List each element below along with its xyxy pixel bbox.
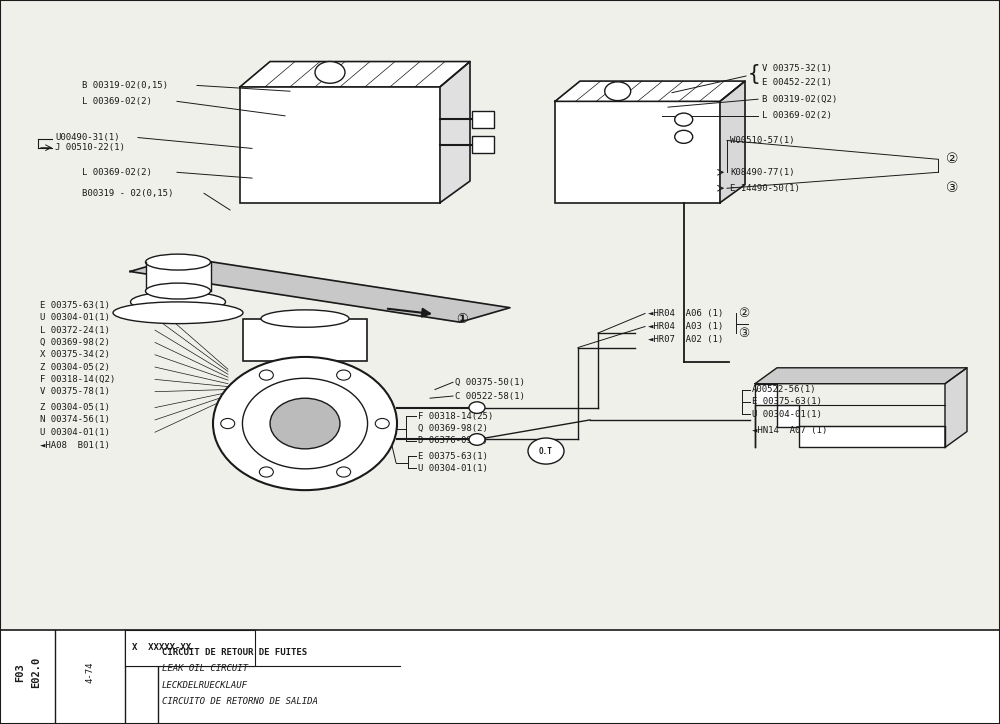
Polygon shape	[440, 62, 470, 203]
Text: ①: ①	[456, 312, 468, 327]
Text: N 00374-56(1): N 00374-56(1)	[40, 416, 110, 424]
Text: L 00369-02(2): L 00369-02(2)	[762, 111, 832, 120]
Bar	[472, 111, 494, 128]
Text: D 06376-09(1): D 06376-09(1)	[418, 437, 488, 445]
Text: V 00375-78(1): V 00375-78(1)	[40, 387, 110, 396]
Circle shape	[675, 130, 693, 143]
Text: ◄HR04  A03 (1): ◄HR04 A03 (1)	[648, 322, 723, 331]
Text: C 00522-58(1): C 00522-58(1)	[455, 392, 525, 400]
Ellipse shape	[146, 283, 210, 299]
Text: W00510-57(1): W00510-57(1)	[730, 136, 794, 145]
Text: U 00304-01(1): U 00304-01(1)	[40, 313, 110, 322]
Text: E 00375-63(1): E 00375-63(1)	[40, 301, 110, 310]
Text: L 00372-24(1): L 00372-24(1)	[40, 326, 110, 334]
Text: ◄HR07  A02 (1): ◄HR07 A02 (1)	[648, 335, 723, 344]
Text: B 00319-02(0,15): B 00319-02(0,15)	[82, 81, 168, 90]
Ellipse shape	[261, 310, 349, 327]
Text: LECKDELRUECKLAUF: LECKDELRUECKLAUF	[162, 681, 248, 690]
Circle shape	[213, 357, 397, 490]
Bar	[0, 630, 1000, 724]
Polygon shape	[945, 368, 967, 447]
Polygon shape	[755, 384, 945, 447]
Circle shape	[315, 62, 345, 83]
Circle shape	[675, 113, 693, 126]
Text: L 00369-02(2): L 00369-02(2)	[82, 97, 152, 106]
Bar	[146, 262, 210, 291]
Text: B 00319-02(Q2): B 00319-02(Q2)	[762, 95, 837, 104]
Text: K08490-77(1): K08490-77(1)	[730, 168, 794, 177]
Ellipse shape	[146, 254, 210, 270]
Text: V 00375-32(1): V 00375-32(1)	[762, 64, 832, 73]
Text: E02.0: E02.0	[31, 657, 41, 688]
Text: ②: ②	[738, 307, 749, 320]
Circle shape	[605, 82, 631, 101]
Bar	[472, 136, 494, 153]
Polygon shape	[240, 62, 470, 87]
Circle shape	[259, 467, 273, 477]
Text: E 00375-63(1): E 00375-63(1)	[752, 397, 822, 406]
Circle shape	[270, 398, 340, 449]
Text: Q 00375-50(1): Q 00375-50(1)	[455, 378, 525, 387]
Bar	[240, 87, 440, 203]
Text: CIRCUITO DE RETORNO DE SALIDA: CIRCUITO DE RETORNO DE SALIDA	[162, 697, 318, 707]
Text: LEAK OIL CIRCUIT: LEAK OIL CIRCUIT	[162, 665, 248, 673]
Text: CIRCUIT DE RETOUR DE FUITES: CIRCUIT DE RETOUR DE FUITES	[162, 648, 307, 657]
Text: B00319 - 02(0,15): B00319 - 02(0,15)	[82, 189, 173, 198]
Circle shape	[242, 378, 368, 469]
Text: U 00304-01(1): U 00304-01(1)	[418, 464, 488, 473]
Polygon shape	[555, 81, 745, 101]
Bar	[125, 630, 255, 665]
Text: ③: ③	[946, 181, 958, 195]
Text: F 00318-14(25): F 00318-14(25)	[418, 412, 493, 421]
Circle shape	[469, 402, 485, 413]
Circle shape	[469, 434, 485, 445]
Text: L 00369-02(2): L 00369-02(2)	[82, 168, 152, 177]
Text: U 00304-01(1): U 00304-01(1)	[752, 410, 822, 418]
Text: ②: ②	[946, 152, 958, 167]
Text: O.T: O.T	[539, 447, 553, 455]
Text: A00522-56(1): A00522-56(1)	[752, 385, 816, 394]
Text: ◄HR04  A06 (1): ◄HR04 A06 (1)	[648, 309, 723, 318]
Text: X  XXXXX-XX: X XXXXX-XX	[132, 643, 191, 652]
Text: J 00510-22(1): J 00510-22(1)	[55, 143, 125, 152]
Polygon shape	[130, 257, 510, 322]
Ellipse shape	[130, 292, 226, 312]
Polygon shape	[720, 81, 745, 203]
Text: U 00304-01(1): U 00304-01(1)	[40, 428, 110, 437]
Text: ◄HN14  A07 (1): ◄HN14 A07 (1)	[752, 426, 827, 435]
Text: Z 00304-05(1): Z 00304-05(1)	[40, 403, 110, 412]
Circle shape	[528, 438, 564, 464]
Polygon shape	[755, 368, 967, 384]
Circle shape	[337, 467, 351, 477]
Text: E 14490-50(1): E 14490-50(1)	[730, 184, 800, 193]
Text: F 00318-14(Q2): F 00318-14(Q2)	[40, 375, 115, 384]
Circle shape	[259, 370, 273, 380]
Circle shape	[337, 370, 351, 380]
Circle shape	[375, 418, 389, 429]
Bar	[243, 319, 367, 361]
Text: F03: F03	[15, 663, 25, 681]
Text: U00490-31(1): U00490-31(1)	[55, 133, 120, 142]
Ellipse shape	[113, 302, 243, 324]
Text: X 00375-34(2): X 00375-34(2)	[40, 350, 110, 359]
Text: Q 00369-98(2): Q 00369-98(2)	[40, 338, 110, 347]
Text: E 00452-22(1): E 00452-22(1)	[762, 78, 832, 87]
Text: 4-74: 4-74	[86, 662, 94, 683]
Text: {: {	[748, 64, 761, 84]
Text: Z 00304-05(2): Z 00304-05(2)	[40, 363, 110, 371]
Bar	[555, 101, 720, 203]
Text: E 00375-63(1): E 00375-63(1)	[418, 452, 488, 460]
Text: Q 00369-98(2): Q 00369-98(2)	[418, 424, 488, 433]
Circle shape	[221, 418, 235, 429]
Text: ③: ③	[738, 327, 749, 340]
Text: ◄HA08  B01(1): ◄HA08 B01(1)	[40, 442, 110, 450]
